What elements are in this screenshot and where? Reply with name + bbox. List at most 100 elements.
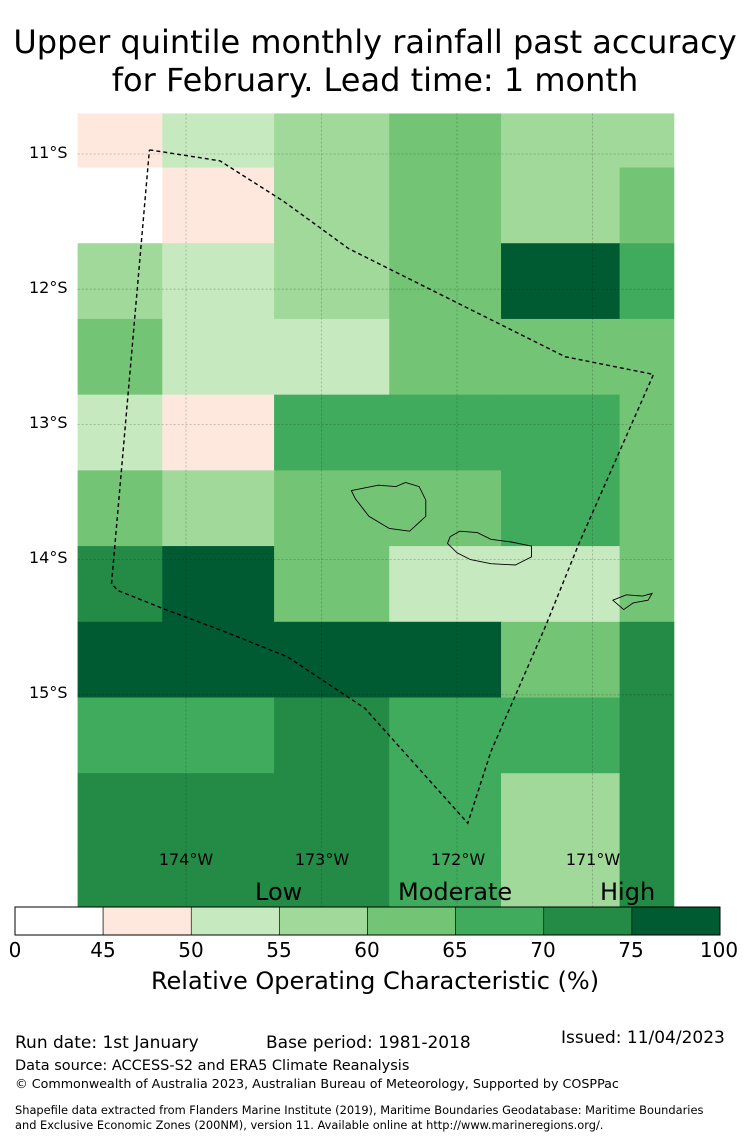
grid-cell [274, 697, 390, 774]
grid-cell [619, 773, 675, 850]
grid-cell [274, 470, 390, 547]
grid-cell [77, 697, 163, 774]
lat-label-15s: 15°S [29, 683, 68, 702]
colorbar-tick-45: 45 [90, 938, 116, 962]
lon-label-174w: 174°W [158, 850, 214, 869]
run-date: Run date: 1st January [15, 1033, 199, 1053]
grid-cell [274, 394, 390, 471]
grid-cell [77, 773, 163, 850]
data-source: Data source: ACCESS-S2 and ERA5 Climate … [15, 1058, 410, 1074]
title-line-2: for February. Lead time: 1 month [111, 61, 639, 99]
grid-cell [619, 243, 675, 320]
grid-cell [389, 621, 502, 699]
grid-cell [501, 470, 621, 547]
grid-cell [619, 697, 675, 774]
grid-cell [389, 546, 502, 623]
colorbar-segment [279, 906, 368, 936]
colorbar-tick-60: 60 [354, 938, 380, 962]
grid-cell [501, 773, 621, 850]
grid-cell [274, 167, 390, 244]
grid-cell [389, 243, 502, 320]
grid-cell [162, 243, 275, 320]
shapefile-credit-1: Shapefile data extracted from Flanders M… [15, 1103, 704, 1117]
grid-cell [389, 470, 502, 547]
grid-cell [501, 697, 621, 774]
grid-cell [389, 167, 502, 244]
island-coastline [611, 592, 654, 611]
island-coastline [446, 530, 532, 566]
colorbar-segment [190, 906, 280, 936]
lat-label-14s: 14°S [29, 548, 68, 567]
lat-label-13s: 13°S [29, 413, 68, 432]
grid-cell [274, 621, 390, 699]
grid-cell [77, 167, 163, 244]
lon-label-171w: 171°W [565, 850, 621, 869]
grid-cell [501, 394, 621, 471]
grid-cell [389, 113, 502, 169]
colorbar-segment [543, 906, 633, 936]
grid-cell [162, 318, 275, 396]
grid-cell [162, 546, 275, 623]
island-coastline [350, 482, 427, 532]
grid-cell [501, 243, 621, 320]
issued-date: Issued: 11/04/2023 [561, 1028, 725, 1048]
grid-cell [162, 470, 275, 547]
grid-cell [77, 394, 163, 471]
legend-category-high: High [600, 878, 656, 906]
grid-cell [274, 243, 390, 320]
eez-boundary [110, 149, 655, 825]
lat-label-12s: 12°S [29, 278, 68, 297]
grid-cell [162, 773, 275, 850]
grid-cell [274, 546, 390, 623]
forecast-grid [77, 113, 675, 926]
lon-label-173w: 173°W [294, 850, 350, 869]
grid-cell [389, 773, 502, 850]
title-line-1: Upper quintile monthly rainfall past acc… [13, 23, 737, 61]
grid-cell [389, 394, 502, 471]
grid-cell [77, 318, 163, 396]
colorbar-tick-100: 100 [699, 938, 739, 962]
grid-cell [162, 621, 275, 699]
lat-label-11s: 11°S [29, 143, 68, 162]
colorbar-tick-55: 55 [266, 938, 292, 962]
grid-cell [619, 546, 675, 623]
colorbar-segment [631, 906, 721, 936]
legend-category-low: Low [255, 878, 303, 906]
colorbar-segment [14, 906, 104, 936]
shapefile-credit-2: and Exclusive Economic Zones (200NM), ve… [15, 1118, 604, 1132]
grid-cell [501, 621, 621, 699]
colorbar-tick-0: 0 [8, 938, 22, 962]
grid-cell [619, 470, 675, 547]
grid-cell [501, 318, 621, 396]
grid-cell [162, 697, 275, 774]
grid-cell [162, 113, 275, 169]
grid-cell [619, 167, 675, 244]
colorbar-tick-75: 75 [618, 938, 644, 962]
grid-cell [501, 113, 621, 169]
base-period: Base period: 1981-2018 [266, 1033, 471, 1053]
grid-cell [619, 394, 675, 471]
grid-cell [389, 318, 502, 396]
colorbar-tick-70: 70 [530, 938, 556, 962]
colorbar-segment [367, 906, 456, 936]
grid-cell [619, 318, 675, 396]
grid-cell [162, 394, 275, 471]
grid-cell [162, 167, 275, 244]
grid-cell [77, 243, 163, 320]
coastlines [350, 482, 654, 611]
lon-label-172w: 172°W [430, 850, 486, 869]
colorbar-title: Relative Operating Characteristic (%) [150, 967, 600, 995]
grid-cell [77, 621, 163, 699]
grid-cell [274, 113, 390, 169]
grid-cell [389, 697, 502, 774]
grid-cell [619, 621, 675, 699]
colorbar-frame [14, 906, 721, 936]
grid-cell [77, 470, 163, 547]
graticule [77, 113, 674, 925]
grid-cell [77, 113, 163, 169]
colorbar-tick-50: 50 [178, 938, 204, 962]
colorbar-segment [455, 906, 545, 936]
grid-cell [274, 773, 390, 850]
grid-cell [501, 546, 621, 623]
